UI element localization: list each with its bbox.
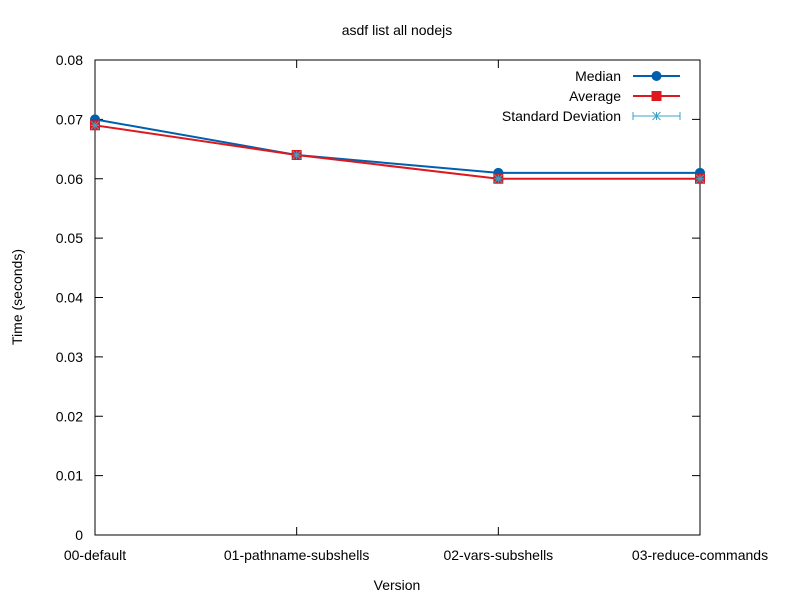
data-point-standard-deviation [493,174,503,184]
data-point-standard-deviation [90,120,100,130]
y-tick-label: 0.06 [56,171,83,187]
legend-marker-average [651,91,662,101]
legend-marker-median [651,71,662,81]
x-tick-label: 03-reduce-commands [632,547,768,563]
y-tick-label: 0 [75,527,83,543]
legend-label-standard-deviation: Standard Deviation [502,108,621,124]
y-tick-label: 0.04 [56,290,83,306]
y-axis-label: Time (seconds) [9,249,25,345]
y-tick-label: 0.02 [56,408,83,424]
plot-area: 0 0.01 0.02 0.03 0.04 0.05 0.06 0.07 0.08 00-defa… [56,52,768,563]
y-tick-label: 0.01 [56,468,83,484]
x-axis-label: Version [374,577,421,593]
series-line-median [94,118,700,174]
y-tick-label: 0.03 [56,349,83,365]
legend-label-average: Average [569,88,621,104]
data-point-standard-deviation [292,150,302,160]
x-tick-label: 00-default [64,547,126,563]
legend: Median Average Standard Deviation [502,68,681,124]
chart-title: asdf list all nodejs [342,22,453,38]
data-point-standard-deviation [695,174,705,184]
series-line-average [94,124,700,180]
legend-label-median: Median [575,68,621,84]
y-tick-label: 0.08 [56,52,83,68]
x-tick-label: 02-vars-subshells [443,547,553,563]
y-tick-label: 0.07 [56,111,83,127]
legend-marker-standard-deviation [652,111,661,121]
y-tick-label: 0.05 [56,230,83,246]
x-tick-label: 01-pathname-subshells [224,547,370,563]
